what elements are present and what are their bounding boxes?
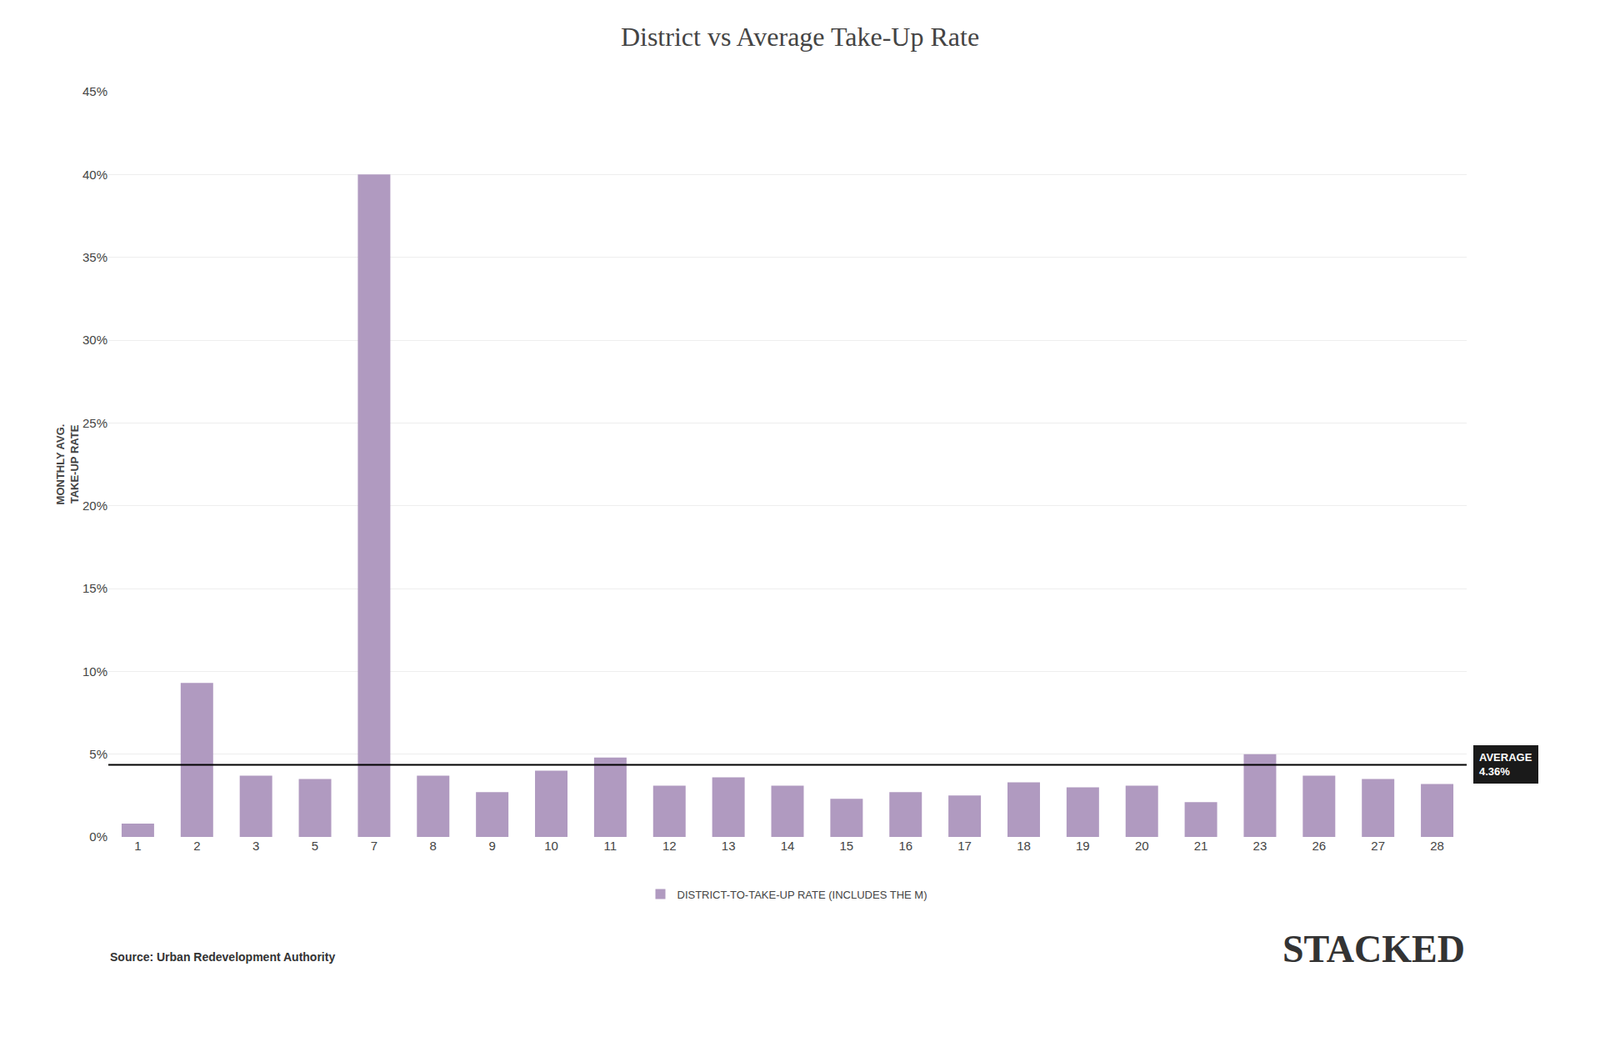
svg-text:35%: 35%: [82, 250, 108, 265]
svg-text:10%: 10%: [82, 664, 108, 679]
svg-text:5%: 5%: [89, 746, 108, 761]
svg-text:15: 15: [840, 838, 855, 853]
svg-text:28: 28: [1430, 838, 1445, 853]
svg-text:11: 11: [604, 838, 618, 853]
svg-text:AVERAGE4.36%: AVERAGE4.36%: [1479, 750, 1533, 778]
svg-text:1: 1: [134, 838, 141, 853]
svg-text:20%: 20%: [82, 498, 108, 513]
svg-text:10: 10: [544, 838, 559, 853]
svg-text:45%: 45%: [82, 84, 108, 99]
svg-text:12: 12: [662, 838, 677, 853]
svg-text:8: 8: [430, 838, 437, 853]
svg-text:District vs Average Take-Up Ra: District vs Average Take-Up Rate: [620, 21, 980, 52]
svg-text:27: 27: [1370, 838, 1385, 853]
svg-text:STACKED: STACKED: [1282, 927, 1465, 970]
svg-text:18: 18: [1016, 838, 1031, 853]
svg-text:14: 14: [780, 838, 795, 853]
svg-text:20: 20: [1135, 838, 1150, 853]
svg-text:25%: 25%: [82, 415, 108, 430]
svg-text:7: 7: [370, 838, 378, 853]
svg-text:0%: 0%: [89, 829, 108, 844]
svg-text:3: 3: [252, 838, 260, 853]
svg-text:26: 26: [1311, 838, 1326, 853]
svg-text:23: 23: [1253, 838, 1268, 853]
svg-text:21: 21: [1194, 838, 1209, 853]
svg-text:2: 2: [193, 838, 200, 853]
svg-text:Source: Urban Redevelopment Au: Source: Urban Redevelopment Authority: [110, 950, 335, 964]
svg-text:13: 13: [721, 838, 736, 853]
svg-text:DISTRICT-TO-TAKE-UP RATE (INCL: DISTRICT-TO-TAKE-UP RATE (INCLUDES THE M…: [677, 888, 928, 901]
svg-text:17: 17: [957, 838, 972, 853]
svg-text:16: 16: [898, 838, 913, 853]
svg-text:15%: 15%: [82, 580, 108, 595]
svg-text:40%: 40%: [82, 167, 108, 182]
svg-text:19: 19: [1075, 838, 1090, 853]
svg-text:5: 5: [311, 838, 319, 853]
svg-text:MONTHLY AVG.TAKE-UP RATE: MONTHLY AVG.TAKE-UP RATE: [54, 424, 81, 505]
svg-text:9: 9: [488, 838, 495, 853]
svg-text:30%: 30%: [82, 332, 108, 347]
